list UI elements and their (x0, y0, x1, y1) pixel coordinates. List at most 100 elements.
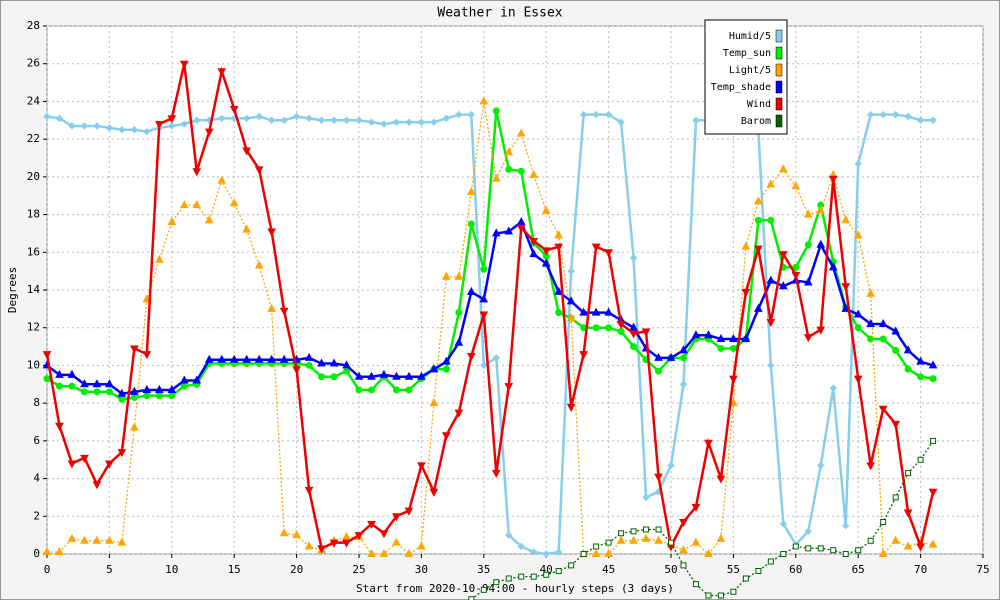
legend-label: Wind (747, 99, 771, 110)
marker (680, 562, 687, 569)
marker (304, 486, 314, 495)
marker (778, 164, 788, 173)
marker (541, 258, 551, 267)
marker (217, 354, 227, 363)
chart-title: Weather in Essex (437, 6, 562, 21)
marker (504, 147, 514, 156)
marker (554, 548, 563, 556)
marker (929, 375, 937, 383)
marker (405, 118, 413, 126)
marker (55, 422, 64, 431)
marker (118, 126, 126, 134)
marker (93, 388, 101, 396)
marker (204, 215, 214, 224)
marker (579, 351, 588, 360)
y-tick-label: 14 (27, 283, 41, 296)
marker (829, 384, 837, 392)
y-tick-label: 12 (27, 321, 40, 334)
marker (254, 354, 264, 363)
marker (305, 114, 313, 123)
marker (467, 220, 475, 228)
marker (541, 205, 551, 214)
y-axis-label: Degrees (6, 267, 19, 313)
marker (242, 354, 252, 363)
marker (367, 371, 376, 380)
marker (767, 361, 775, 370)
marker (630, 343, 638, 351)
marker (92, 379, 102, 388)
marker (741, 288, 751, 297)
marker (517, 167, 525, 175)
marker (254, 166, 264, 175)
marker (541, 247, 551, 256)
marker (80, 122, 89, 130)
marker (816, 239, 826, 248)
marker (454, 409, 464, 418)
marker (92, 535, 102, 544)
marker (355, 116, 363, 124)
marker (617, 327, 625, 335)
legend-swatch (775, 46, 783, 60)
y-tick-label: 18 (27, 208, 40, 221)
marker (143, 127, 151, 136)
marker (493, 579, 500, 586)
marker (891, 420, 900, 429)
legend-swatch (775, 97, 783, 111)
marker (267, 228, 276, 237)
marker (679, 518, 688, 527)
marker (105, 460, 114, 469)
marker (218, 114, 226, 123)
marker (279, 354, 289, 363)
marker (904, 365, 912, 373)
marker (716, 533, 726, 542)
marker (916, 356, 925, 365)
marker (917, 456, 924, 463)
x-tick-label: 10 (165, 563, 178, 576)
marker (392, 371, 401, 380)
marker (754, 216, 762, 224)
x-axis-label: Start from 2020-10-04:00 - hourly steps … (356, 582, 674, 595)
marker (342, 539, 351, 548)
marker (105, 124, 114, 132)
marker (42, 547, 52, 556)
x-tick-label: 35 (477, 563, 490, 576)
marker (242, 147, 252, 156)
y-tick-label: 4 (33, 472, 40, 485)
marker (504, 383, 514, 392)
marker (853, 309, 863, 318)
series-line (45, 63, 935, 551)
marker (804, 241, 812, 249)
marker (330, 373, 338, 381)
marker (68, 122, 76, 130)
marker (591, 307, 601, 316)
x-tick-label: 55 (727, 563, 740, 576)
marker (717, 344, 725, 352)
marker (530, 573, 537, 580)
marker (679, 345, 688, 354)
marker (229, 105, 239, 115)
y-tick-label: 20 (27, 170, 40, 183)
marker (879, 110, 887, 119)
marker (242, 114, 251, 123)
marker (605, 324, 613, 332)
marker (629, 322, 638, 331)
legend-swatch (775, 114, 783, 128)
marker (192, 375, 202, 384)
marker (704, 330, 713, 339)
marker (192, 168, 202, 177)
marker (491, 228, 501, 237)
marker (417, 462, 426, 471)
x-tick-label: 30 (415, 563, 428, 576)
marker (930, 437, 937, 444)
marker (716, 333, 726, 343)
marker (730, 588, 737, 595)
marker (716, 475, 726, 484)
marker (117, 449, 127, 458)
marker (467, 110, 476, 119)
marker (317, 358, 326, 367)
marker (679, 380, 688, 388)
marker (729, 344, 737, 352)
marker (842, 522, 850, 530)
y-tick-label: 2 (33, 509, 40, 522)
marker (154, 254, 164, 263)
